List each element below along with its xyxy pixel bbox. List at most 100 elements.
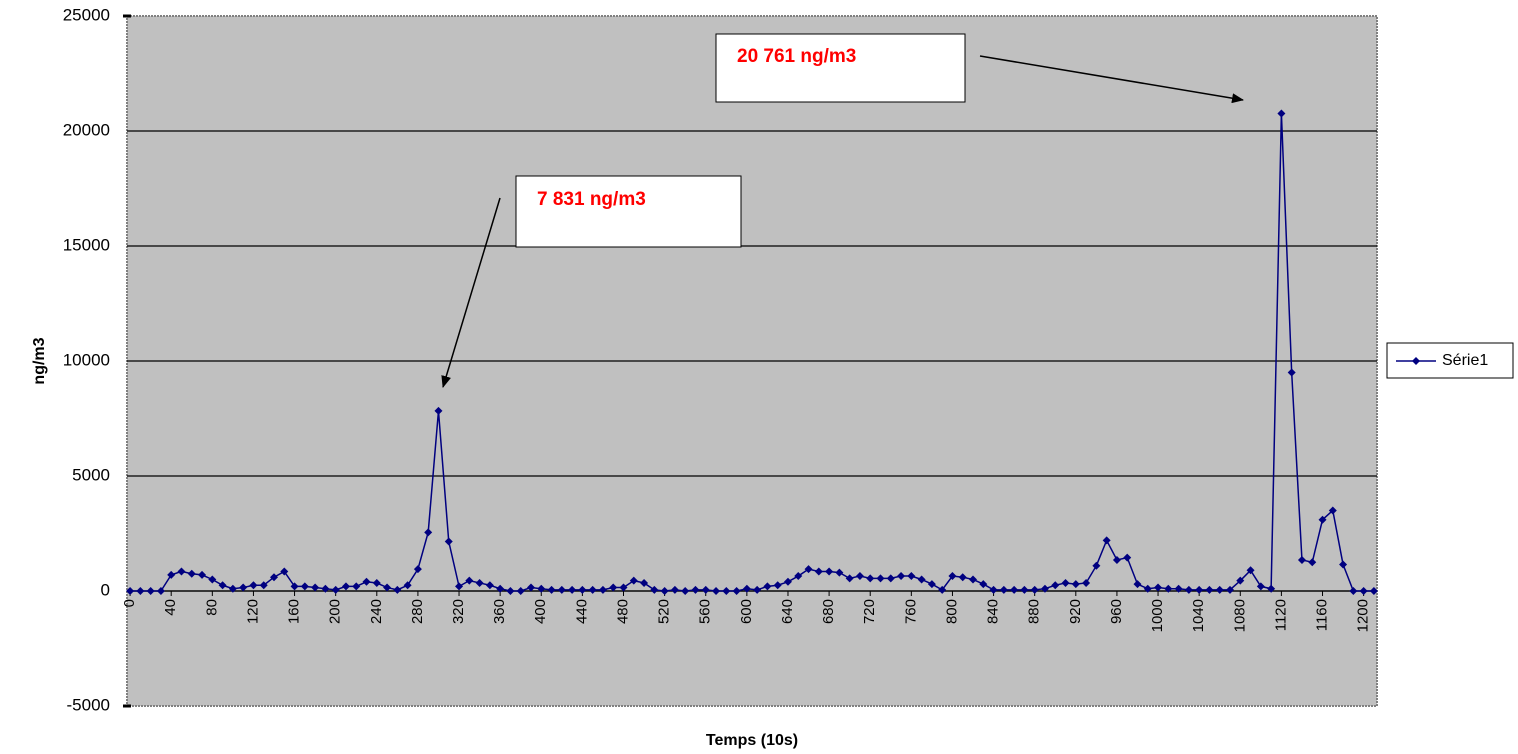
marker [1267,584,1276,593]
marker [485,581,494,590]
marker [783,577,792,586]
marker [455,582,464,591]
marker [228,584,237,593]
x-tick-label: 80 [203,599,220,616]
marker [773,581,782,590]
marker [732,587,741,595]
marker [506,587,515,595]
marker [239,583,248,592]
marker [670,585,679,594]
marker [362,577,371,586]
marker [640,578,649,587]
marker [352,582,361,591]
marker [1061,578,1070,587]
marker [1195,585,1204,594]
marker [958,573,967,582]
marker [249,581,258,590]
marker [198,570,207,579]
marker [763,582,772,591]
marker [1154,583,1163,592]
marker [290,582,299,591]
y-tick-label: 25000 [63,5,110,24]
marker [619,583,628,592]
marker [557,585,566,594]
marker [465,576,474,585]
annotation-box [515,175,742,248]
marker [1205,585,1214,594]
marker [1215,585,1224,594]
marker [311,583,320,592]
marker [156,587,165,595]
x-tick-label: 600 [738,599,755,624]
x-tick-label: 1160 [1313,599,1330,631]
marker [1297,555,1306,564]
marker [907,572,916,581]
x-tick-label: 0 [121,599,138,607]
x-tick-label: 400 [532,599,549,624]
annotation-text: 7 831 ng/m3 [537,189,646,210]
marker [1339,560,1348,569]
marker [496,584,505,593]
marker [979,580,988,589]
marker [681,587,690,595]
marker [136,587,145,595]
marker [598,585,607,594]
marker [372,578,381,587]
marker [516,587,525,595]
marker [578,585,587,594]
marker [660,587,669,595]
marker [300,582,309,591]
marker [1226,585,1235,594]
marker [855,572,864,581]
marker [208,575,217,584]
annotation-arrow [979,55,1244,104]
y-tick-label: 10000 [63,350,110,369]
marker [526,583,535,592]
marker [403,581,412,590]
marker [825,567,834,576]
y-tick-label: 5000 [72,465,110,484]
marker [393,585,402,594]
marker [167,570,176,579]
x-axis-label: Temps (10s) [706,732,798,749]
marker [1102,536,1111,545]
marker [537,584,546,593]
x-tick-label: 880 [1026,599,1043,624]
marker [927,580,936,589]
marker [938,585,947,594]
marker [1318,515,1327,524]
marker [1236,576,1245,585]
x-tick-label: 1200 [1355,599,1372,632]
marker [917,575,926,584]
marker [413,565,422,574]
marker [1287,368,1296,377]
marker [1256,582,1265,591]
marker [835,568,844,577]
marker [547,585,556,594]
marker [629,576,638,585]
marker [1133,580,1142,589]
x-tick-label: 320 [450,599,467,624]
marker [444,537,453,546]
marker [1349,587,1358,595]
marker [804,565,813,574]
marker [588,585,597,594]
marker [897,572,906,581]
marker [126,587,135,595]
marker [742,584,751,593]
x-tick-label: 1000 [1149,599,1166,632]
x-tick-label: 560 [697,599,714,624]
x-tick-label: 120 [244,599,261,624]
marker [701,585,710,594]
x-tick-label: 1040 [1190,599,1207,632]
marker [1082,578,1091,587]
x-tick-label: 240 [368,599,385,624]
marker [1164,584,1173,593]
marker [1369,587,1378,595]
x-tick-label: 760 [902,599,919,624]
x-tick-label: 720 [861,599,878,624]
x-tick-label: 840 [985,599,1002,624]
annotation-box [715,33,966,103]
marker [609,583,618,592]
